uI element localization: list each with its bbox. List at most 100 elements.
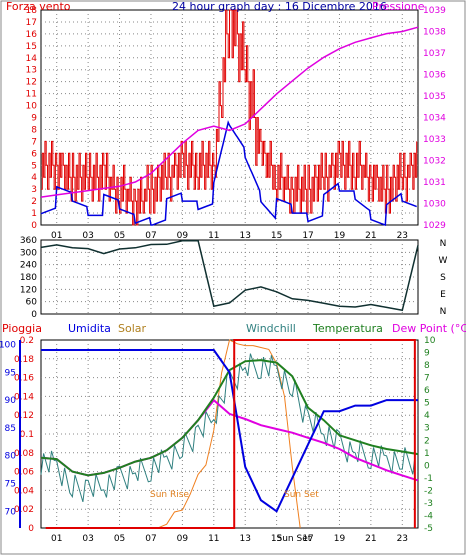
- temp-tick-label: 7: [424, 374, 430, 384]
- compass-label: N: [440, 307, 447, 317]
- y-tick-label: 240: [20, 261, 37, 271]
- x-tick-label: 15: [271, 231, 282, 241]
- humidity-tick-label: 80: [5, 452, 17, 462]
- humidity-tick-label: 70: [5, 507, 17, 517]
- compass-label: W: [439, 256, 448, 266]
- y-tick-label: 0: [31, 221, 37, 231]
- x-tick-label: 13: [239, 231, 250, 241]
- rain-tick-label: 0.08: [14, 449, 34, 459]
- y-tick-label: 60: [26, 298, 38, 308]
- x-tick-label: 17: [302, 231, 313, 241]
- rain-tick-label: 0.1: [20, 430, 34, 440]
- temp-tick-label: 9: [424, 349, 430, 359]
- humidity-tick-label: 75: [5, 480, 16, 490]
- y-tick-label: 1029: [423, 221, 446, 231]
- y-tick-label: 17: [26, 18, 37, 28]
- rain-tick-label: 0.2: [20, 336, 34, 346]
- x-tick-label: 05: [114, 534, 125, 544]
- y-tick-label: 14: [26, 54, 38, 64]
- dewpoint-axis-label: Dew Point (°C): [392, 322, 466, 335]
- temp-tick-label: 4: [424, 411, 430, 421]
- temp-tick-label: 5: [424, 399, 430, 409]
- temp-tick-label: 1: [424, 449, 430, 459]
- wind-direction-series: [40, 239, 419, 312]
- y-tick-label: 1032: [423, 157, 446, 167]
- y-tick-label: 18: [26, 6, 38, 16]
- rain-tick-label: 0.04: [14, 486, 34, 496]
- y-tick-label: 10: [26, 102, 38, 112]
- y-tick-label: 300: [20, 248, 37, 258]
- y-tick-label: 1031: [423, 178, 446, 188]
- humidity-tick-label: 95: [5, 368, 16, 378]
- x-tick-label: 21: [365, 534, 376, 544]
- windchill-series: [40, 353, 416, 503]
- x-tick-label: 07: [145, 534, 156, 544]
- rain-tick-label: 0.02: [14, 505, 34, 515]
- rain-tick-label: 0.18: [14, 355, 34, 365]
- y-tick-label: 6: [31, 149, 37, 159]
- temp-tick-label: 0: [424, 461, 430, 471]
- temp-tick-label: 6: [424, 386, 430, 396]
- x-tick-label: 23: [397, 534, 408, 544]
- wind-gust-series: [41, 9, 418, 226]
- x-tick-label: 09: [177, 534, 189, 544]
- rain-series: [45, 339, 416, 529]
- y-tick-label: 5: [31, 161, 37, 171]
- y-tick-label: 15: [26, 42, 37, 52]
- rain-tick-label: 0.14: [14, 392, 34, 402]
- y-tick-label: 9: [31, 114, 37, 124]
- y-tick-label: 360: [20, 236, 37, 246]
- dewpoint-series: [40, 398, 419, 482]
- y-tick-label: 4: [31, 173, 37, 183]
- humidity-tick-label: 85: [5, 424, 16, 434]
- temp-tick-label: 3: [424, 424, 430, 434]
- x-tick-label: 11: [208, 231, 219, 241]
- y-tick-label: 180: [20, 273, 37, 283]
- y-tick-label: 1033: [423, 135, 446, 145]
- y-tick-label: 11: [26, 90, 37, 100]
- temp-tick-label: 2: [424, 436, 430, 446]
- rain-tick-label: 0: [28, 524, 34, 534]
- temp-tick-label: -2: [424, 486, 433, 496]
- temp-tick-label: -1: [424, 474, 433, 484]
- y-tick-label: 2: [31, 197, 37, 207]
- y-tick-label: 1037: [423, 49, 446, 59]
- rain-axis-label: Pioggia: [2, 322, 42, 335]
- humidity-axis-label: Umidita: [68, 322, 111, 335]
- x-tick-label: 01: [51, 534, 62, 544]
- temp-tick-label: 10: [424, 336, 436, 346]
- temp-tick-label: 8: [424, 361, 430, 371]
- y-tick-label: 1038: [423, 28, 446, 38]
- humidity-tick-label: 100: [0, 340, 16, 350]
- compass-label: E: [440, 290, 446, 300]
- sun-rise-annotation: Sun Rise: [150, 490, 189, 500]
- y-tick-label: 16: [26, 30, 38, 40]
- pressure-axis-label: Pressione: [372, 0, 425, 13]
- y-tick-label: 12: [26, 78, 37, 88]
- windchill-axis-label: Windchill: [246, 322, 296, 335]
- rain-tick-label: 0.12: [14, 411, 34, 421]
- x-tick-label: 01: [51, 231, 62, 241]
- y-tick-label: 13: [26, 66, 37, 76]
- x-tick-label: 23: [397, 231, 408, 241]
- temp-tick-label: -3: [424, 499, 433, 509]
- x-tick-label: 19: [334, 534, 346, 544]
- temp-tick-label: -4: [424, 511, 433, 521]
- x-tick-label: 15: [271, 534, 282, 544]
- temperature-axis-label: Temperatura: [312, 322, 383, 335]
- wind-avg-series: [40, 120, 417, 226]
- pressure-series: [40, 26, 419, 198]
- x-tick-label: 13: [239, 534, 250, 544]
- x-tick-label: 03: [82, 231, 93, 241]
- temp-tick-label: -5: [424, 524, 433, 534]
- x-tick-label: 21: [365, 231, 376, 241]
- solar-axis-label: Solar: [118, 322, 147, 335]
- x-tick-label: 19: [334, 231, 346, 241]
- chart-title: 24 hour graph day : 16 Dicembre 2016: [172, 0, 387, 13]
- temperature-series: [40, 359, 419, 477]
- humidity-tick-label: 90: [5, 396, 17, 406]
- y-tick-label: 7: [31, 137, 37, 147]
